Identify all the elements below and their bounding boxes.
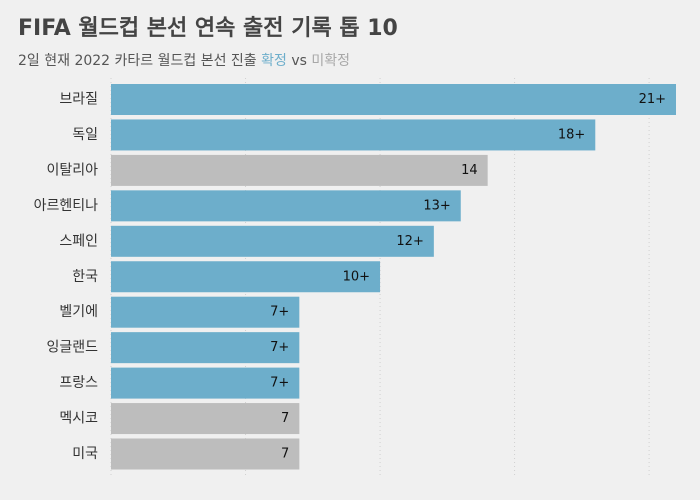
bar xyxy=(111,84,676,115)
data-label: 10+ xyxy=(343,269,370,284)
data-label: 13+ xyxy=(423,198,450,213)
data-label: 7 xyxy=(281,447,289,462)
bar xyxy=(111,119,596,151)
category-label: 브라질 xyxy=(59,92,98,108)
bar xyxy=(111,367,300,399)
category-label: 프랑스 xyxy=(59,375,98,391)
data-label: 7+ xyxy=(270,376,289,391)
bar xyxy=(111,296,300,328)
bar xyxy=(111,403,300,435)
bar xyxy=(111,190,461,222)
data-label: 14 xyxy=(461,163,478,178)
category-label: 멕시코 xyxy=(59,411,98,427)
subtitle-vs: vs xyxy=(286,53,312,69)
data-label: 12+ xyxy=(396,234,423,249)
bar xyxy=(111,332,300,364)
bar xyxy=(111,154,488,186)
category-label: 독일 xyxy=(72,127,98,143)
data-label: 18+ xyxy=(558,127,585,142)
legend-confirmed: 확정 xyxy=(261,53,287,69)
bar xyxy=(111,225,434,257)
data-label: 7 xyxy=(281,411,289,426)
chart-title: FIFA 월드컵 본선 연속 출전 기록 톱 10 xyxy=(18,16,398,41)
category-label: 벨기에 xyxy=(59,304,98,320)
data-label: 7+ xyxy=(270,305,289,320)
category-label: 잉글랜드 xyxy=(46,340,98,356)
legend-unconfirmed: 미확정 xyxy=(311,53,351,69)
chart-subtitle: 2일 현재 2022 카타르 월드컵 본선 진출 확정 vs 미확정 xyxy=(18,50,350,70)
data-label: 21+ xyxy=(639,92,666,107)
bar xyxy=(111,261,381,293)
bar xyxy=(111,438,300,470)
data-label: 7+ xyxy=(270,340,289,355)
category-label: 이탈리아 xyxy=(46,162,98,178)
category-label: 아르헨티나 xyxy=(34,198,99,214)
category-label: 미국 xyxy=(72,446,98,462)
category-label: 스페인 xyxy=(59,233,98,249)
category-label: 한국 xyxy=(72,269,98,285)
subtitle-prefix: 2일 현재 2022 카타르 월드컵 본선 진출 xyxy=(18,53,262,69)
